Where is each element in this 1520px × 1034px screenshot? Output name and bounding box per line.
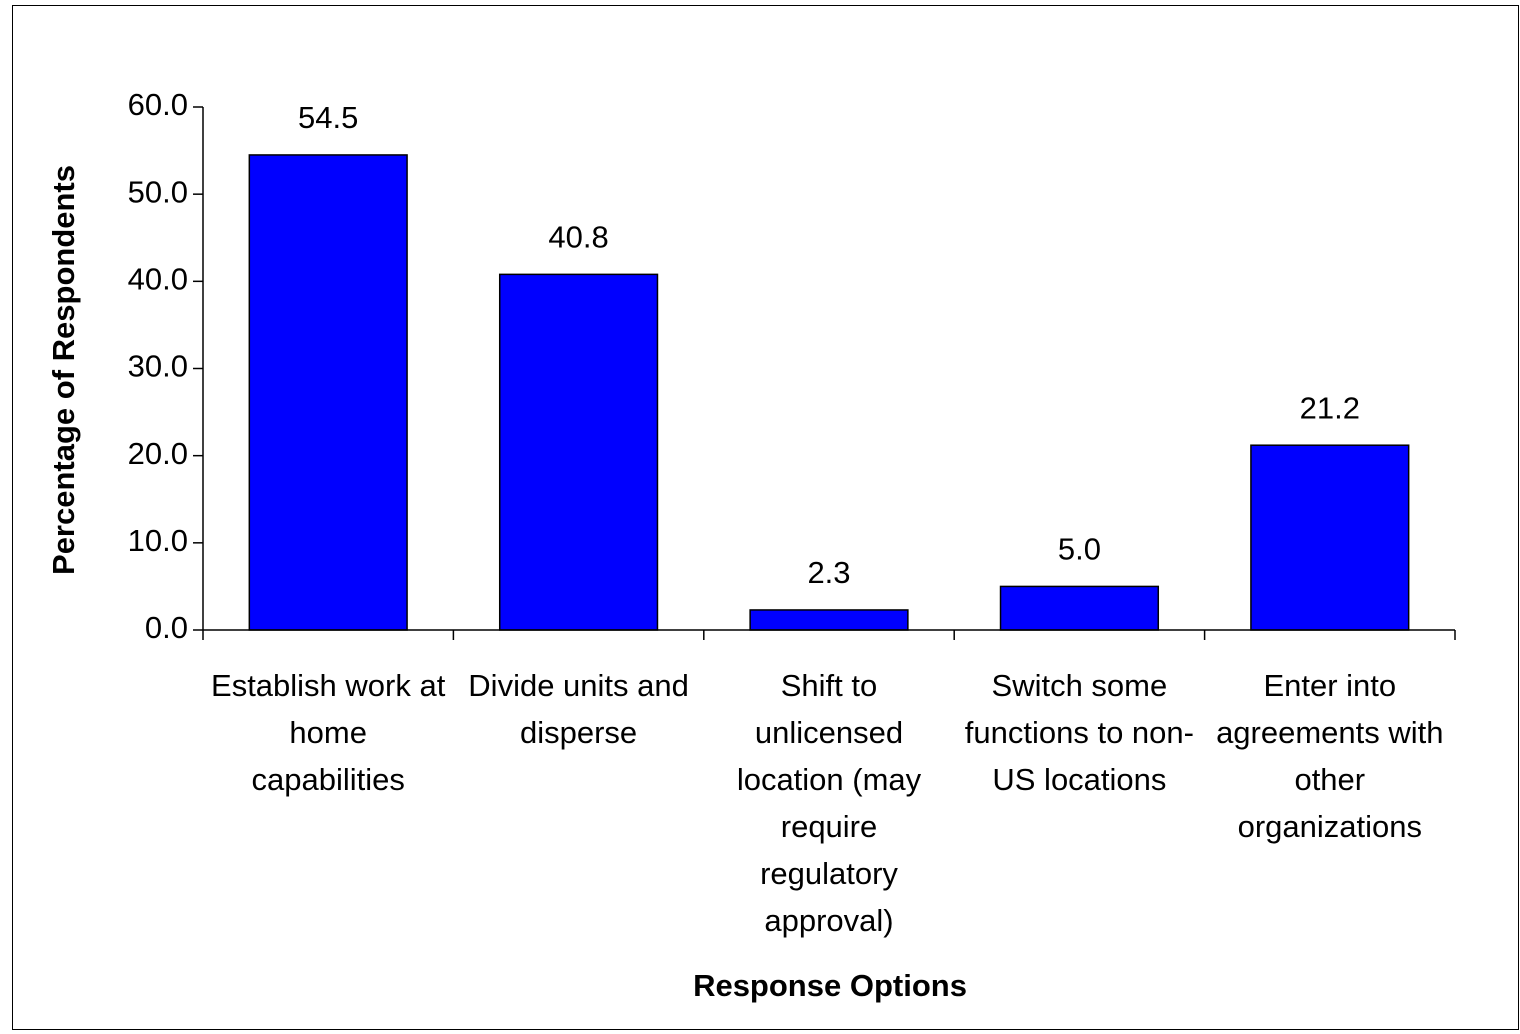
y-axis-title: Percentage of Respondents [46, 165, 81, 575]
bar [749, 609, 909, 631]
y-tick-label: 60.0 [128, 87, 188, 122]
x-tick-label: Switch some functions to non-US location… [964, 668, 1194, 797]
bar [248, 154, 408, 631]
x-tick-label: Enter into agreements with other organiz… [1216, 668, 1444, 844]
bar [498, 273, 659, 631]
data-label: 5.0 [1058, 532, 1101, 567]
x-axis-title: Response Options [693, 968, 967, 1003]
y-tick-label: 20.0 [128, 436, 188, 471]
bar [1250, 444, 1410, 631]
x-tick-label: Shift to unlicensed location (may requir… [736, 668, 922, 938]
y-tick-label: 0.0 [145, 610, 188, 645]
y-tick-label: 50.0 [128, 174, 188, 209]
y-tick-label: 40.0 [128, 262, 188, 297]
data-label: 40.8 [548, 220, 608, 255]
y-tick-label: 30.0 [128, 349, 188, 384]
x-tick-label: Divide units and disperse [468, 668, 689, 750]
x-tick-label: Establish work at home capabilities [211, 668, 446, 797]
data-label: 54.5 [298, 100, 358, 135]
data-label: 2.3 [807, 555, 850, 590]
y-tick-label: 10.0 [128, 523, 188, 558]
data-label: 21.2 [1300, 390, 1360, 425]
bar [999, 585, 1160, 631]
